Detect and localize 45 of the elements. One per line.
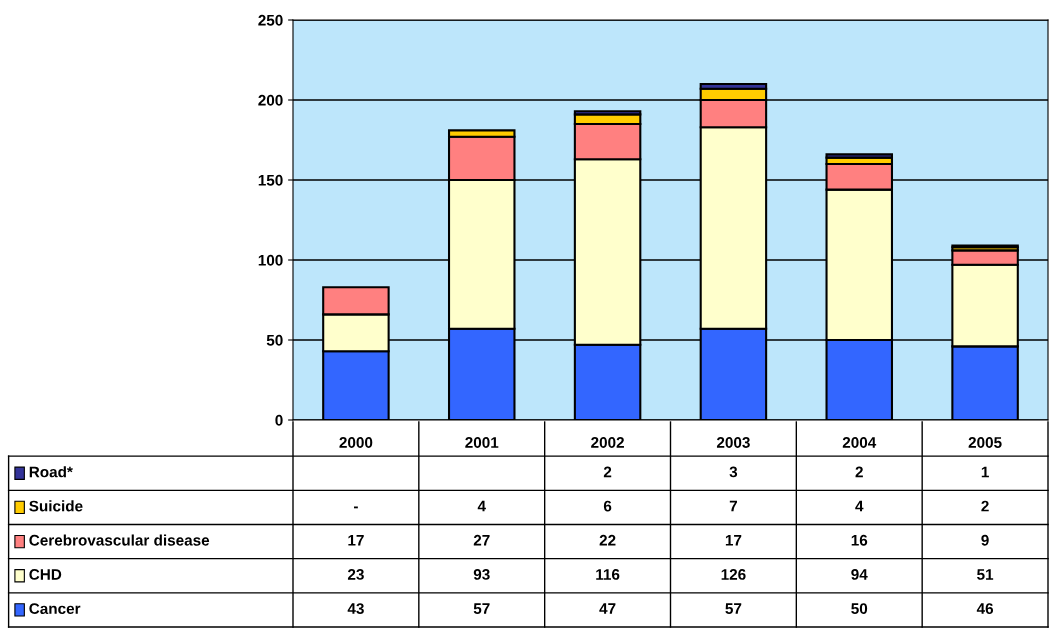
data-label: 43: [347, 603, 364, 615]
data-label: 46: [976, 603, 994, 615]
data-label: 126: [721, 569, 746, 580]
y-tick-label: 250: [258, 14, 283, 26]
x-tick-label: 2002: [591, 437, 624, 448]
data-label: 51: [977, 569, 994, 580]
legend-label: Road*: [29, 466, 73, 478]
data-label: 50: [851, 603, 868, 615]
legend-label: Cancer: [29, 603, 81, 615]
y-tick-label: 100: [258, 254, 283, 266]
data-label: 94: [851, 569, 868, 580]
text: -: [353, 506, 358, 509]
x-tick-label: 2003: [716, 437, 750, 448]
y-tick-label: 200: [258, 94, 283, 106]
legend-label: Suicide: [29, 500, 83, 512]
data-label: 93: [473, 569, 490, 580]
x-tick-label: 2005: [968, 437, 1002, 448]
y-tick-label: 50: [266, 334, 283, 346]
data-label: 16: [851, 534, 868, 546]
data-label: 7: [729, 500, 737, 512]
data-label: 116: [596, 569, 620, 580]
data-label: 4: [855, 500, 864, 512]
x-tick-label: 2000: [339, 437, 373, 448]
data-label: 2: [855, 466, 863, 478]
y-tick-label: 0: [275, 414, 283, 426]
data-label: 27: [473, 534, 490, 546]
legend-label: Cerebrovascular disease: [29, 534, 210, 546]
data-label: 22: [599, 534, 616, 546]
data-label: 9: [981, 534, 989, 546]
data-label: 17: [725, 535, 742, 546]
x-tick-label: 2004: [842, 437, 877, 448]
data-label: 47: [599, 603, 616, 614]
data-label: 17: [348, 535, 364, 546]
data-label: 57: [725, 603, 742, 615]
data-label: 6: [603, 500, 612, 512]
data-label: 2: [603, 466, 612, 478]
data-label: 1: [981, 466, 989, 478]
data-label: 3: [729, 466, 738, 478]
data-label: 4: [477, 500, 486, 512]
y-tick-label: 150: [258, 174, 283, 186]
x-tick-label: 2001: [465, 437, 499, 448]
data-label: 57: [473, 603, 490, 615]
data-label: 2: [981, 500, 989, 512]
data-label: 23: [347, 569, 364, 580]
legend-label: CHD: [29, 569, 62, 580]
